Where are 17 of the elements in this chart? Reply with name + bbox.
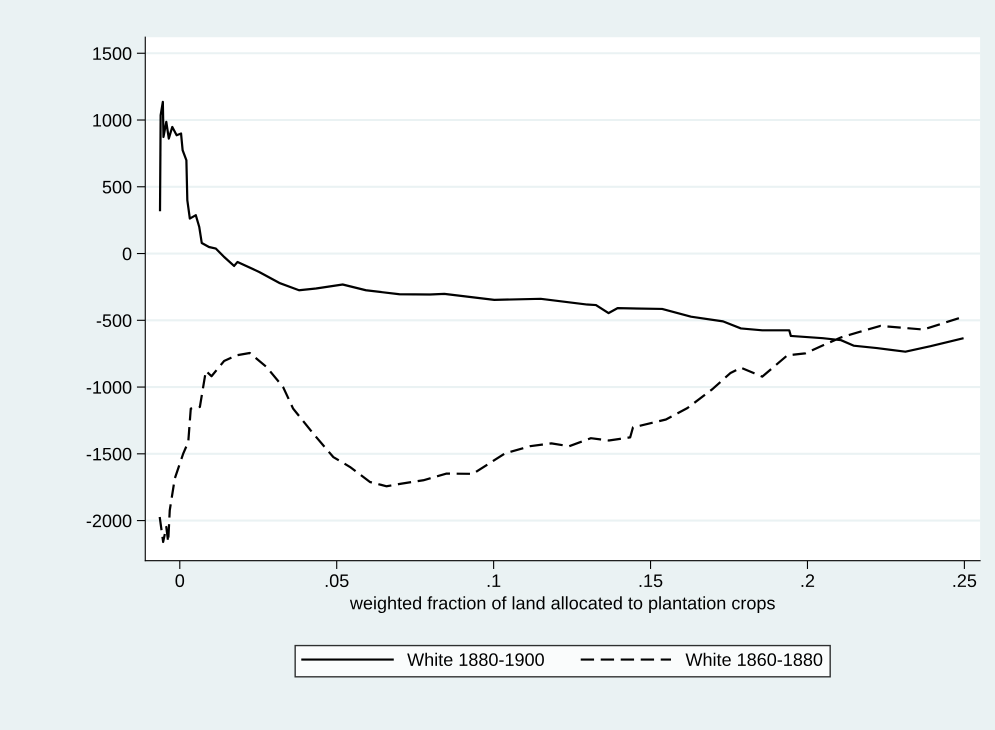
text: White 1880-1900: [407, 652, 544, 666]
y-tick-label: -2000: [86, 514, 132, 528]
y-tick-label: 1000: [93, 114, 132, 127]
x-tick-label: .25: [953, 574, 976, 588]
x-tick-label: .1: [488, 574, 500, 587]
x-tick-label: .2: [802, 574, 814, 587]
y-tick-label: -1500: [86, 448, 132, 461]
x-axis-title: weighted fraction of land allocated to plantation crops: [350, 596, 775, 614]
x-tick-label: 0: [175, 574, 184, 588]
y-tick-label: -1000: [86, 380, 132, 394]
y-tick-label: 1500: [93, 47, 132, 60]
y-tick-label: 500: [102, 180, 132, 194]
x-tick-label: .15: [640, 574, 662, 588]
legend-label: White 1860-1880: [686, 652, 822, 666]
y-tick-label: -500: [96, 314, 132, 328]
x-tick-label: .05: [326, 574, 349, 588]
y-tick-label: 0: [122, 247, 132, 260]
